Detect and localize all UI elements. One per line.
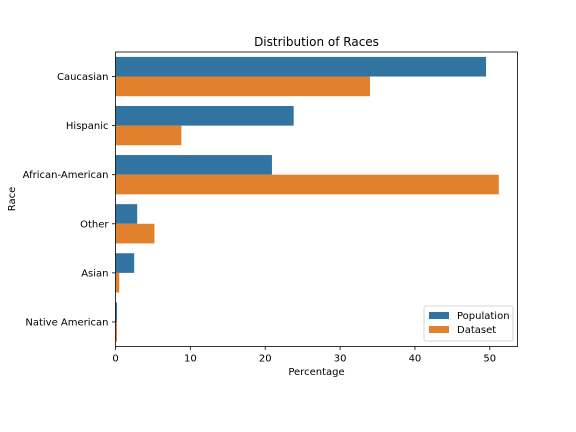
x-tick-label: 0 — [112, 354, 118, 365]
y-tick-label: African-American — [23, 170, 109, 181]
legend-swatch-population — [429, 312, 449, 319]
bar-population-other — [116, 204, 138, 224]
legend-label-population: Population — [457, 311, 510, 322]
legend-swatch-dataset — [429, 326, 449, 333]
y-tick-label: Hispanic — [66, 121, 109, 132]
x-tick-label: 30 — [334, 354, 347, 365]
x-axis-label: Percentage — [288, 367, 344, 378]
bar-dataset-caucasian — [116, 77, 371, 97]
y-tick-label: Asian — [81, 268, 108, 279]
y-axis-ticks: Caucasian Hispanic African-American Other As… — [23, 72, 116, 328]
y-tick-label: Caucasian — [57, 72, 109, 83]
chart-title: Distribution of Races — [254, 35, 379, 49]
bar-population-asian — [116, 253, 135, 273]
x-tick-label: 20 — [259, 354, 272, 365]
bar-population-hispanic — [116, 106, 294, 126]
plot-frame — [116, 52, 518, 347]
bar-population-african-american — [116, 155, 272, 175]
bar-dataset-asian — [116, 273, 120, 293]
bar-dataset-african-american — [116, 175, 499, 195]
x-tick-label: 10 — [184, 354, 197, 365]
bar-dataset-other — [116, 224, 155, 244]
y-tick-label: Native American — [25, 317, 108, 328]
legend: Population Dataset — [424, 306, 513, 341]
bars — [116, 57, 499, 342]
x-tick-label: 40 — [409, 354, 422, 365]
bar-population-caucasian — [116, 57, 487, 77]
legend-label-dataset: Dataset — [457, 325, 496, 336]
y-axis-label: Race — [7, 187, 18, 212]
bar-dataset-hispanic — [116, 126, 182, 146]
x-tick-label: 50 — [483, 354, 496, 365]
x-axis-ticks: 0 10 20 30 40 50 — [112, 347, 496, 365]
y-tick-label: Other — [80, 219, 109, 230]
